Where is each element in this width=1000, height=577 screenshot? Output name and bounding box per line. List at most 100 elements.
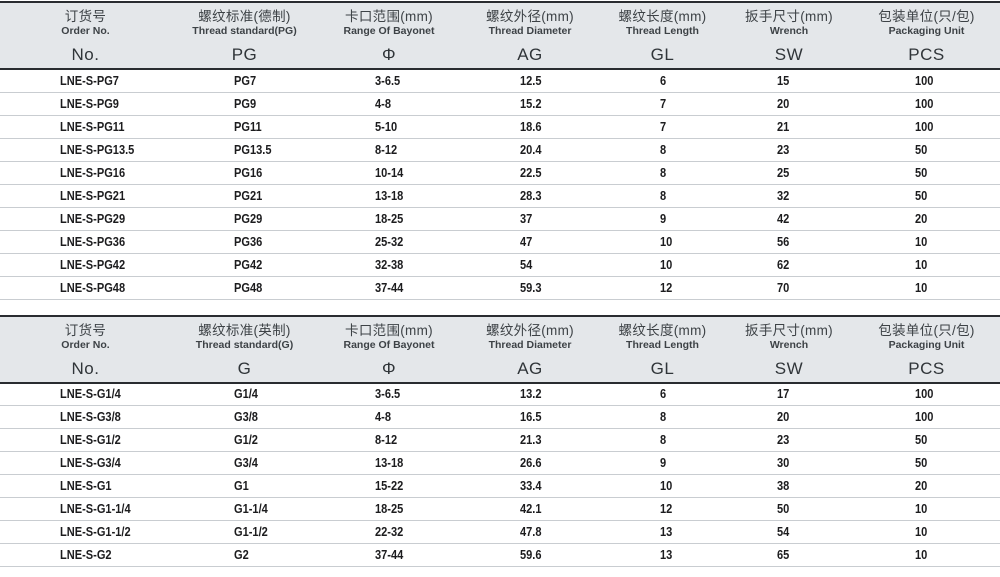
column-header-packaging-unit: 包装单位(只/包) Packaging Unit PCS [853, 1, 1000, 70]
cell-value: 25-32 [375, 233, 404, 249]
column-code-label: SW [774, 358, 804, 378]
cell-bayonet-range: 8-12 [318, 428, 460, 452]
column-header-thread-length: 螺纹长度(mm) Thread Length GL [600, 1, 725, 70]
cell-value: LNE-S-G1-1/4 [60, 501, 131, 516]
cell-thread-diameter: 59.6 [460, 543, 600, 567]
cell-thread-standard: G1/2 [171, 428, 318, 452]
cell-value: LNE-S-PG36 [60, 233, 126, 249]
cell-value: 32-38 [375, 256, 404, 272]
cell-wrench-size: 32 [725, 184, 853, 208]
cell-value: G1 [234, 478, 249, 493]
cell-value: 23 [777, 432, 790, 447]
cell-value: 10 [915, 524, 928, 539]
cell-order-no: LNE-S-G3/4 [0, 451, 171, 475]
cell-value: 5-10 [375, 118, 398, 134]
cell-value: 7 [660, 118, 667, 134]
cell-bayonet-range: 8-12 [318, 138, 460, 162]
column-code-label: PCS [908, 358, 945, 378]
cell-value: 50 [915, 187, 928, 203]
cell-value: 20.4 [520, 141, 542, 157]
table-row: LNE-S-PG42 PG42 32-38 54 10 62 10 [0, 253, 1000, 277]
cell-wrench-size: 30 [725, 451, 853, 475]
cell-value: 20 [777, 95, 790, 111]
cell-value: 7 [660, 95, 667, 111]
column-label-cn: 扳手尺寸(mm) [745, 322, 833, 338]
table-row: LNE-S-G1/2 G1/2 8-12 21.3 8 23 50 [0, 428, 1000, 452]
cell-value: 100 [915, 95, 934, 111]
cell-value: 6 [660, 386, 667, 402]
cell-thread-diameter: 12.5 [460, 69, 600, 93]
cell-packaging-unit: 10 [853, 497, 1000, 521]
column-label-en: Thread Length [626, 25, 699, 37]
cell-thread-diameter: 47.8 [460, 520, 600, 544]
cell-value: LNE-S-G3/4 [60, 455, 121, 470]
cell-value: 13 [660, 547, 673, 562]
cell-thread-length: 10 [600, 230, 725, 254]
column-label-cn: 订货号 [64, 322, 107, 338]
column-label-en: Range Of Bayonet [343, 25, 435, 37]
cell-value: PG13.5 [234, 141, 272, 157]
cell-order-no: LNE-S-PG21 [0, 184, 171, 208]
cell-thread-diameter: 33.4 [460, 474, 600, 498]
cell-value: LNE-S-G1-1/2 [60, 524, 131, 539]
cell-packaging-unit: 100 [853, 92, 1000, 116]
cell-thread-standard: PG7 [171, 69, 318, 93]
column-code-label: G [237, 358, 252, 378]
header-row: 订货号 Order No. No. 螺纹标准(英制) Thread standard(G… [0, 314, 1000, 384]
cell-value: PG7 [234, 72, 257, 88]
column-label-en: Order No. [61, 338, 110, 351]
cell-packaging-unit: 100 [853, 115, 1000, 139]
cell-thread-standard: PG16 [171, 161, 318, 185]
table-row: LNE-S-G3/8 G3/8 4-8 16.5 8 20 100 [0, 405, 1000, 429]
cell-value: 100 [915, 118, 934, 134]
column-code-label: AG [517, 45, 543, 64]
cell-value: 100 [915, 409, 934, 424]
cell-order-no: LNE-S-G1/4 [0, 382, 171, 406]
cell-thread-standard: PG48 [171, 276, 318, 300]
cell-bayonet-range: 13-18 [318, 451, 460, 475]
cell-value: 12 [660, 501, 673, 516]
cell-thread-diameter: 20.4 [460, 138, 600, 162]
cell-packaging-unit: 50 [853, 428, 1000, 452]
column-label-en: Wrench [769, 338, 809, 351]
cell-value: PG29 [234, 210, 263, 226]
cell-value: 54 [777, 524, 790, 539]
cell-value: 9 [660, 455, 667, 470]
cell-value: G1-1/4 [234, 501, 268, 516]
cell-thread-standard: PG9 [171, 92, 318, 116]
cell-value: LNE-S-PG42 [60, 256, 126, 272]
cell-value: 4-8 [375, 95, 391, 111]
cell-thread-standard: G1/4 [171, 382, 318, 406]
column-code-label: PG [231, 45, 258, 64]
cell-wrench-size: 25 [725, 161, 853, 185]
cell-value: 15.2 [520, 95, 542, 111]
column-label-cn: 包装单位(只/包) [878, 322, 975, 338]
cell-bayonet-range: 37-44 [318, 276, 460, 300]
cell-thread-diameter: 16.5 [460, 405, 600, 429]
cell-value: 42 [777, 210, 790, 226]
cell-value: 10 [915, 279, 928, 295]
cell-thread-length: 8 [600, 428, 725, 452]
cell-order-no: LNE-S-G1/2 [0, 428, 171, 452]
cell-packaging-unit: 10 [853, 276, 1000, 300]
cell-order-no: LNE-S-PG16 [0, 161, 171, 185]
cell-value: G2 [234, 547, 249, 562]
cell-thread-standard: PG11 [171, 115, 318, 139]
cell-bayonet-range: 15-22 [318, 474, 460, 498]
cell-order-no: LNE-S-G2 [0, 543, 171, 567]
cell-bayonet-range: 22-32 [318, 520, 460, 544]
cell-wrench-size: 38 [725, 474, 853, 498]
column-code-label: Φ [381, 45, 397, 64]
cell-value: LNE-S-G1 [60, 478, 112, 493]
cell-value: 10 [915, 547, 928, 562]
cell-value: 33.4 [520, 478, 542, 493]
cell-thread-length: 12 [600, 276, 725, 300]
cell-wrench-size: 20 [725, 405, 853, 429]
cell-thread-length: 13 [600, 543, 725, 567]
cell-value: 12 [660, 279, 673, 295]
cell-value: 13 [660, 524, 673, 539]
table-row: LNE-S-PG21 PG21 13-18 28.3 8 32 50 [0, 184, 1000, 208]
column-label-cn: 螺纹外径(mm) [486, 9, 574, 24]
table-row: LNE-S-G1-1/4 G1-1/4 18-25 42.1 12 50 10 [0, 497, 1000, 521]
